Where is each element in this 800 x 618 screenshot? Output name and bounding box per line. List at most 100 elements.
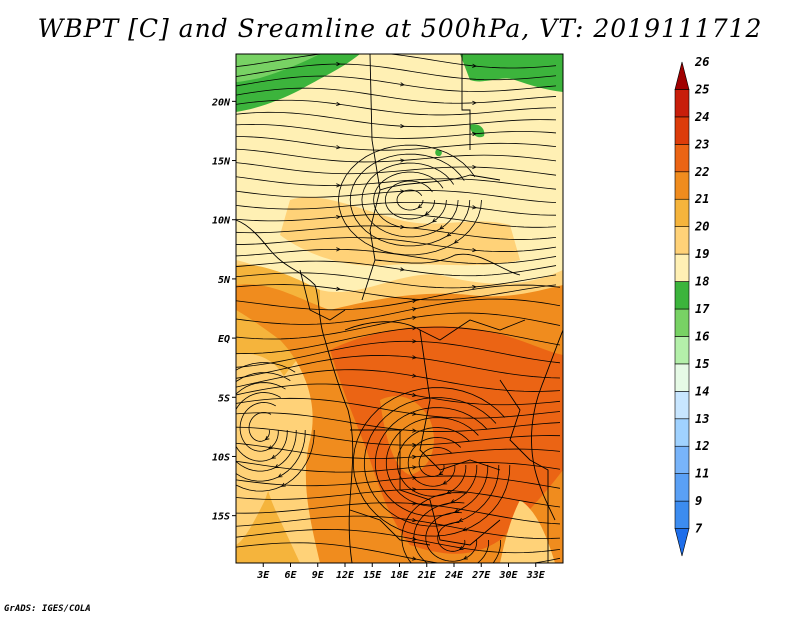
streamline — [236, 136, 557, 151]
streamline — [236, 284, 561, 311]
streamline — [418, 447, 453, 477]
colorbar-label: 13 — [695, 412, 709, 426]
lon-tick-label: 30E — [498, 570, 518, 581]
streamline — [236, 340, 561, 368]
streamline-arrow — [438, 471, 444, 476]
streamline — [236, 148, 557, 163]
colorbar-label: 25 — [694, 82, 709, 96]
streamline — [236, 260, 557, 277]
lat-tick-label: 20N — [211, 97, 231, 108]
streamline-arrow — [412, 315, 417, 320]
border-line — [349, 509, 431, 546]
streamline-arrow — [336, 247, 341, 252]
streamline — [236, 54, 557, 69]
streamline — [236, 237, 557, 252]
streamline-arrow — [412, 518, 417, 523]
colorbar-label: 16 — [695, 329, 709, 343]
streamline-arrow — [417, 204, 423, 209]
streamline — [236, 63, 557, 81]
lat-tick-label: 5N — [218, 275, 231, 286]
streamline-arrow — [472, 284, 477, 290]
lat-tick-label: 10S — [212, 452, 230, 463]
lon-tick-label: 9E — [312, 570, 325, 581]
streamline-arrow — [458, 546, 464, 551]
streamline — [236, 123, 557, 139]
streamline — [384, 180, 436, 220]
colorbar-label: 23 — [694, 137, 709, 151]
coastline-west — [236, 219, 354, 563]
streamline — [236, 355, 561, 379]
field-light-orange-se — [500, 500, 555, 563]
border-line — [461, 54, 471, 150]
streamline-arrow — [271, 454, 276, 459]
streamline-arrow — [336, 286, 341, 291]
streamline-arrow — [446, 232, 452, 237]
colorbar-label: 9 — [695, 494, 702, 508]
streamline-arrow — [412, 536, 417, 541]
colorbar-segment — [674, 226, 690, 255]
border-line — [299, 269, 346, 321]
streamline-arrow — [336, 101, 341, 106]
streamline-arrow — [439, 225, 444, 230]
border-line — [350, 429, 501, 546]
colorbar-label: 21 — [694, 192, 709, 206]
colorbar-label: 24 — [694, 110, 709, 124]
streamline — [363, 397, 500, 527]
streamline — [236, 488, 561, 508]
colorbar-segment — [674, 253, 690, 282]
streamline — [236, 326, 561, 354]
streamline-arrow — [412, 442, 417, 448]
streamline — [236, 372, 306, 482]
colorbar-label: 22 — [694, 165, 709, 179]
streamline-arrow — [453, 239, 459, 244]
colorbar-label: 18 — [695, 275, 709, 289]
streamline-arrow — [412, 411, 417, 416]
colorbar-label: 14 — [695, 384, 709, 398]
streamline-arrow — [462, 527, 468, 532]
streamline-arrow — [412, 392, 417, 398]
streamline — [236, 225, 557, 240]
streamline — [236, 75, 557, 92]
streamline-arrow — [277, 473, 283, 478]
colorbar-segment — [674, 500, 690, 529]
lon-tick-label: 6E — [284, 570, 297, 581]
streamline — [374, 407, 489, 517]
streamline — [236, 272, 557, 289]
streamline-arrow — [472, 205, 477, 210]
streamlines — [236, 54, 561, 563]
field-green-ne — [460, 54, 563, 92]
streamline-arrow — [412, 556, 417, 561]
streamline-arrow — [412, 475, 417, 480]
streamline — [236, 392, 288, 462]
lat-tick-label: EQ — [218, 334, 230, 345]
streamline — [407, 437, 462, 487]
border-line — [344, 319, 526, 341]
streamline-arrow — [458, 517, 464, 522]
streamline — [425, 512, 478, 562]
streamline — [396, 427, 470, 497]
streamline-arrow — [336, 214, 341, 220]
streamline — [352, 387, 511, 537]
lon-tick-label: 21E — [417, 570, 437, 581]
colorbar-label: 12 — [695, 439, 709, 453]
lon-tick-label: 12E — [336, 570, 355, 581]
colorbar-label: 19 — [695, 247, 709, 261]
lon-tick-label: 3E — [256, 570, 270, 581]
streamline-arrow — [472, 247, 477, 253]
streamline — [236, 312, 561, 340]
streamline-arrow — [472, 63, 477, 68]
streamline-arrow — [424, 211, 430, 216]
streamline-arrow — [280, 482, 286, 487]
streamline — [236, 162, 557, 176]
streamline — [236, 87, 557, 104]
colorbar-label: 15 — [695, 357, 709, 371]
colorbar-segment — [674, 445, 690, 474]
map-title: WBPT [C] and Sreamline at 500hPa, VT: 20… — [37, 14, 763, 43]
colorbar-segment — [674, 116, 690, 145]
streamline — [248, 412, 272, 442]
streamline-arrow — [454, 508, 460, 513]
colorbar-segment — [674, 89, 690, 118]
streamline-arrow — [431, 218, 437, 223]
lat-tick-label: 10N — [212, 216, 231, 227]
